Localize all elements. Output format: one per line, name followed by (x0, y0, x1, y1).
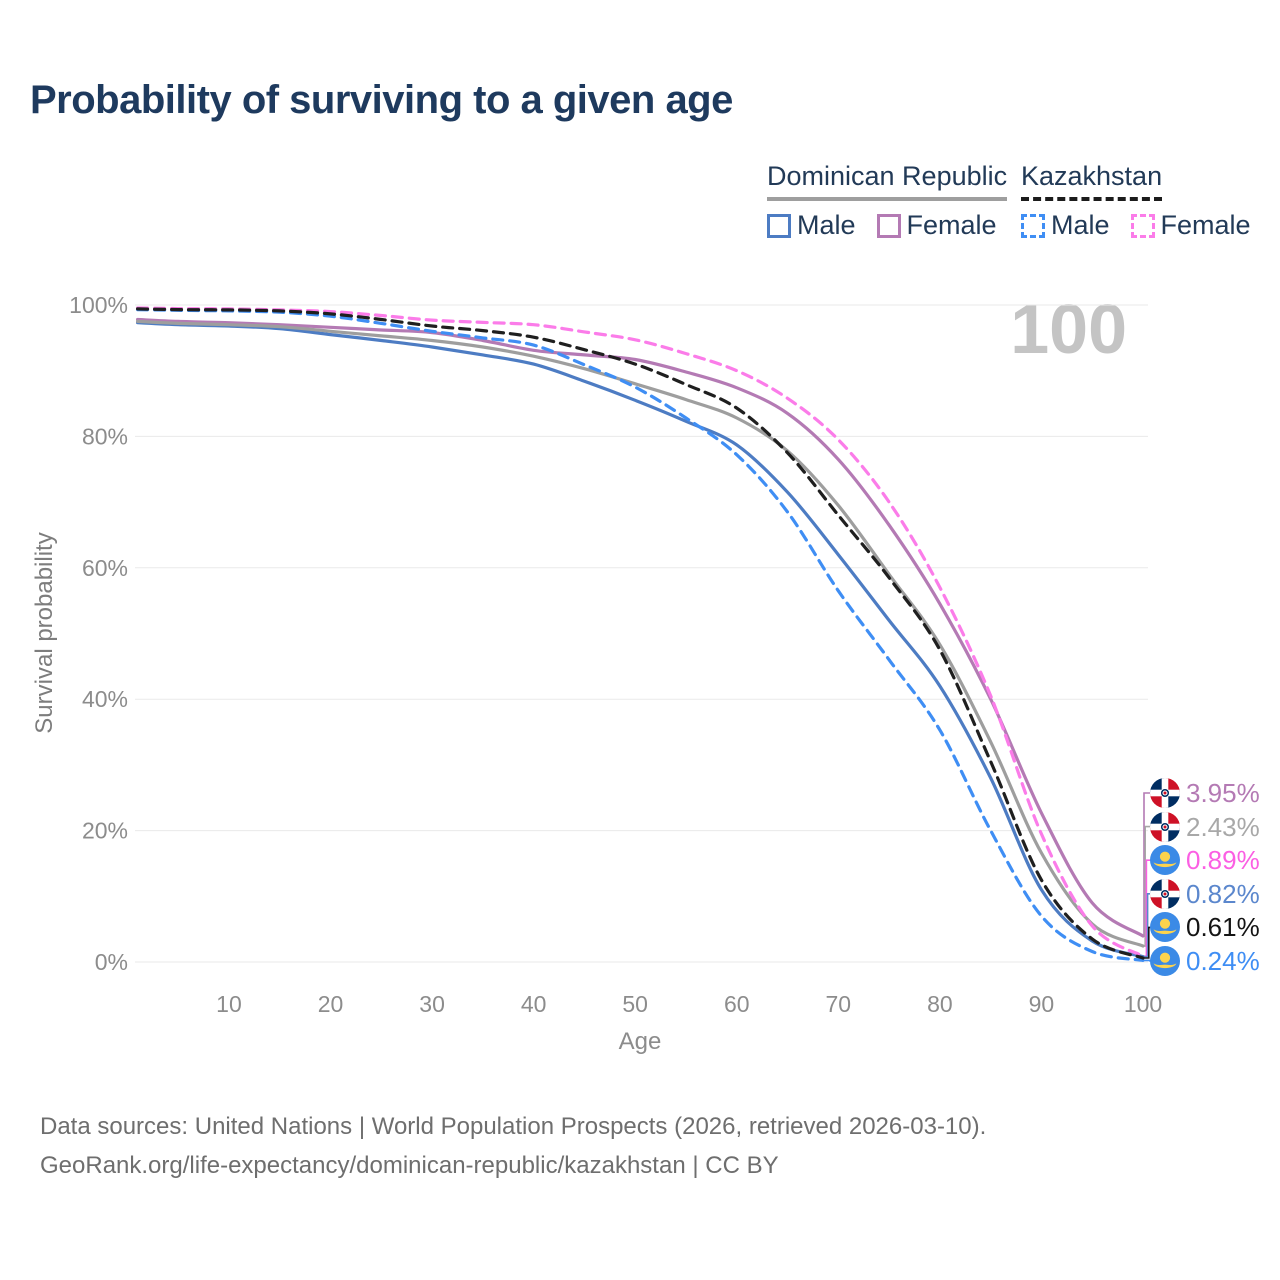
page-title: Probability of surviving to a given age (30, 78, 733, 122)
hovered-age-indicator: 100 (1010, 294, 1127, 364)
x-tick-label: 90 (1029, 991, 1055, 1017)
legend-toggle-kz-female[interactable]: Female (1130, 210, 1251, 241)
curve-kz-female (136, 306, 1145, 958)
y-tick-label: 100% (69, 292, 128, 318)
x-tick-label: 100 (1124, 991, 1162, 1017)
x-tick-label: 60 (724, 991, 750, 1017)
legend-toggle-dr-male[interactable]: Male (767, 210, 856, 241)
y-tick-label: 60% (82, 555, 128, 581)
end-label-connector-dr-male (1143, 892, 1152, 958)
x-tick-label: 20 (318, 991, 344, 1017)
curve-dr-male (136, 321, 1145, 959)
curve-dr-female (136, 317, 1145, 938)
x-axis-title: Age (618, 1028, 662, 1055)
y-tick-label: 0% (95, 949, 128, 975)
y-axis-title: Survival probability (31, 532, 58, 734)
curve-dr-all (136, 319, 1145, 948)
curve-kz-male (136, 308, 1145, 962)
kz-male-swatch-icon (1021, 213, 1045, 238)
x-tick-label: 40 (521, 991, 547, 1017)
legend-group-kazakhstan: Kazakhstan Male Female (1021, 161, 1251, 241)
legend-label-dr-male: Male (797, 210, 856, 240)
x-tick-label: 70 (826, 991, 852, 1017)
y-tick-label: 20% (82, 818, 128, 844)
attribution-text: GeoRank.org/life-expectancy/dominican-re… (40, 1151, 779, 1179)
curve-kz-all (136, 307, 1145, 960)
kz-female-swatch-icon (1130, 213, 1155, 238)
legend-group-dominican-republic: Dominican Republic Male Female (767, 161, 1008, 241)
y-tick-label: 80% (82, 423, 128, 449)
y-tick-label: 40% (82, 686, 128, 712)
legend-toggle-dr-female[interactable]: Female (876, 210, 997, 241)
legend-label-kz-male: Male (1051, 210, 1110, 240)
dr-female-swatch-icon (876, 213, 901, 238)
x-tick-label: 80 (927, 991, 953, 1017)
legend-country-kazakhstan: Kazakhstan (1021, 161, 1163, 201)
dr-male-swatch-icon (767, 213, 791, 238)
data-sources-text: Data sources: United Nations | World Pop… (40, 1113, 987, 1140)
x-tick-label: 10 (216, 991, 242, 1017)
legend-items-kazakhstan: Male Female (1021, 210, 1251, 241)
footer: Data sources: United Nations | World Pop… (40, 1108, 986, 1186)
legend-label-dr-female: Female (906, 210, 997, 240)
chart-hover-area[interactable] (135, 298, 1148, 966)
x-tick-label: 50 (622, 991, 648, 1017)
legend-country-dominican-republic: Dominican Republic (767, 161, 1008, 201)
legend-items-dominican-republic: Male Female (767, 210, 1007, 241)
x-tick-label: 30 (419, 991, 445, 1017)
legend-label-kz-female: Female (1160, 210, 1251, 240)
legend-toggle-kz-male[interactable]: Male (1021, 210, 1110, 241)
